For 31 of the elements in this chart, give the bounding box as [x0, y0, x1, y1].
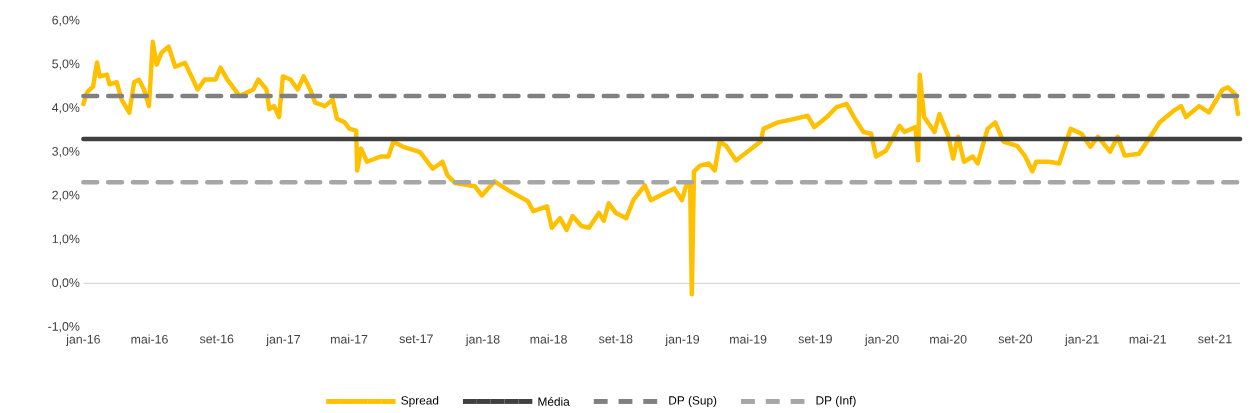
x-tick-label: jan-16: [65, 334, 100, 346]
legend-label: DP (Sup): [669, 395, 717, 407]
x-tick-label: set-20: [998, 334, 1033, 344]
x-tick-label: jan-17: [265, 334, 300, 346]
y-tick-label: 2,0%: [52, 190, 80, 201]
x-tick-label: mai-19: [730, 334, 767, 344]
legend-label: Spread: [401, 395, 439, 407]
x-tick-label: set-18: [599, 334, 633, 344]
x-tick-label: set-19: [798, 334, 832, 344]
x-tick-label: set-21: [1198, 334, 1232, 344]
x-tick-label: mai-17: [330, 334, 368, 344]
line-series: [81, 39, 1241, 297]
x-tick-label: jan-19: [665, 334, 700, 346]
y-tick-label: 3,0%: [52, 146, 80, 158]
y-tick-label: 1,0%: [52, 234, 80, 245]
y-tick-label: 6,0%: [52, 15, 80, 26]
legend-label: Média: [538, 396, 570, 406]
y-tick-label: 5,0%: [52, 59, 80, 70]
x-tick-label: mai-21: [1129, 334, 1166, 344]
x-tick-label: set-17: [399, 334, 433, 344]
x-tick-label: set-16: [199, 334, 234, 344]
y-tick-label: 4,0%: [52, 103, 80, 114]
x-tick-label: jan-18: [465, 334, 500, 346]
y-tick-label: 0,0%: [52, 278, 80, 289]
x-tick-label: jan-20: [864, 334, 899, 346]
y-tick-label: -1,0%: [48, 321, 80, 333]
x-tick-label: mai-16: [131, 334, 168, 344]
legend-label: DP (Inf): [816, 395, 856, 407]
x-tick-label: jan-21: [1064, 334, 1099, 346]
x-tick-label: mai-18: [530, 334, 567, 344]
x-tick-label: mai-20: [930, 334, 967, 344]
